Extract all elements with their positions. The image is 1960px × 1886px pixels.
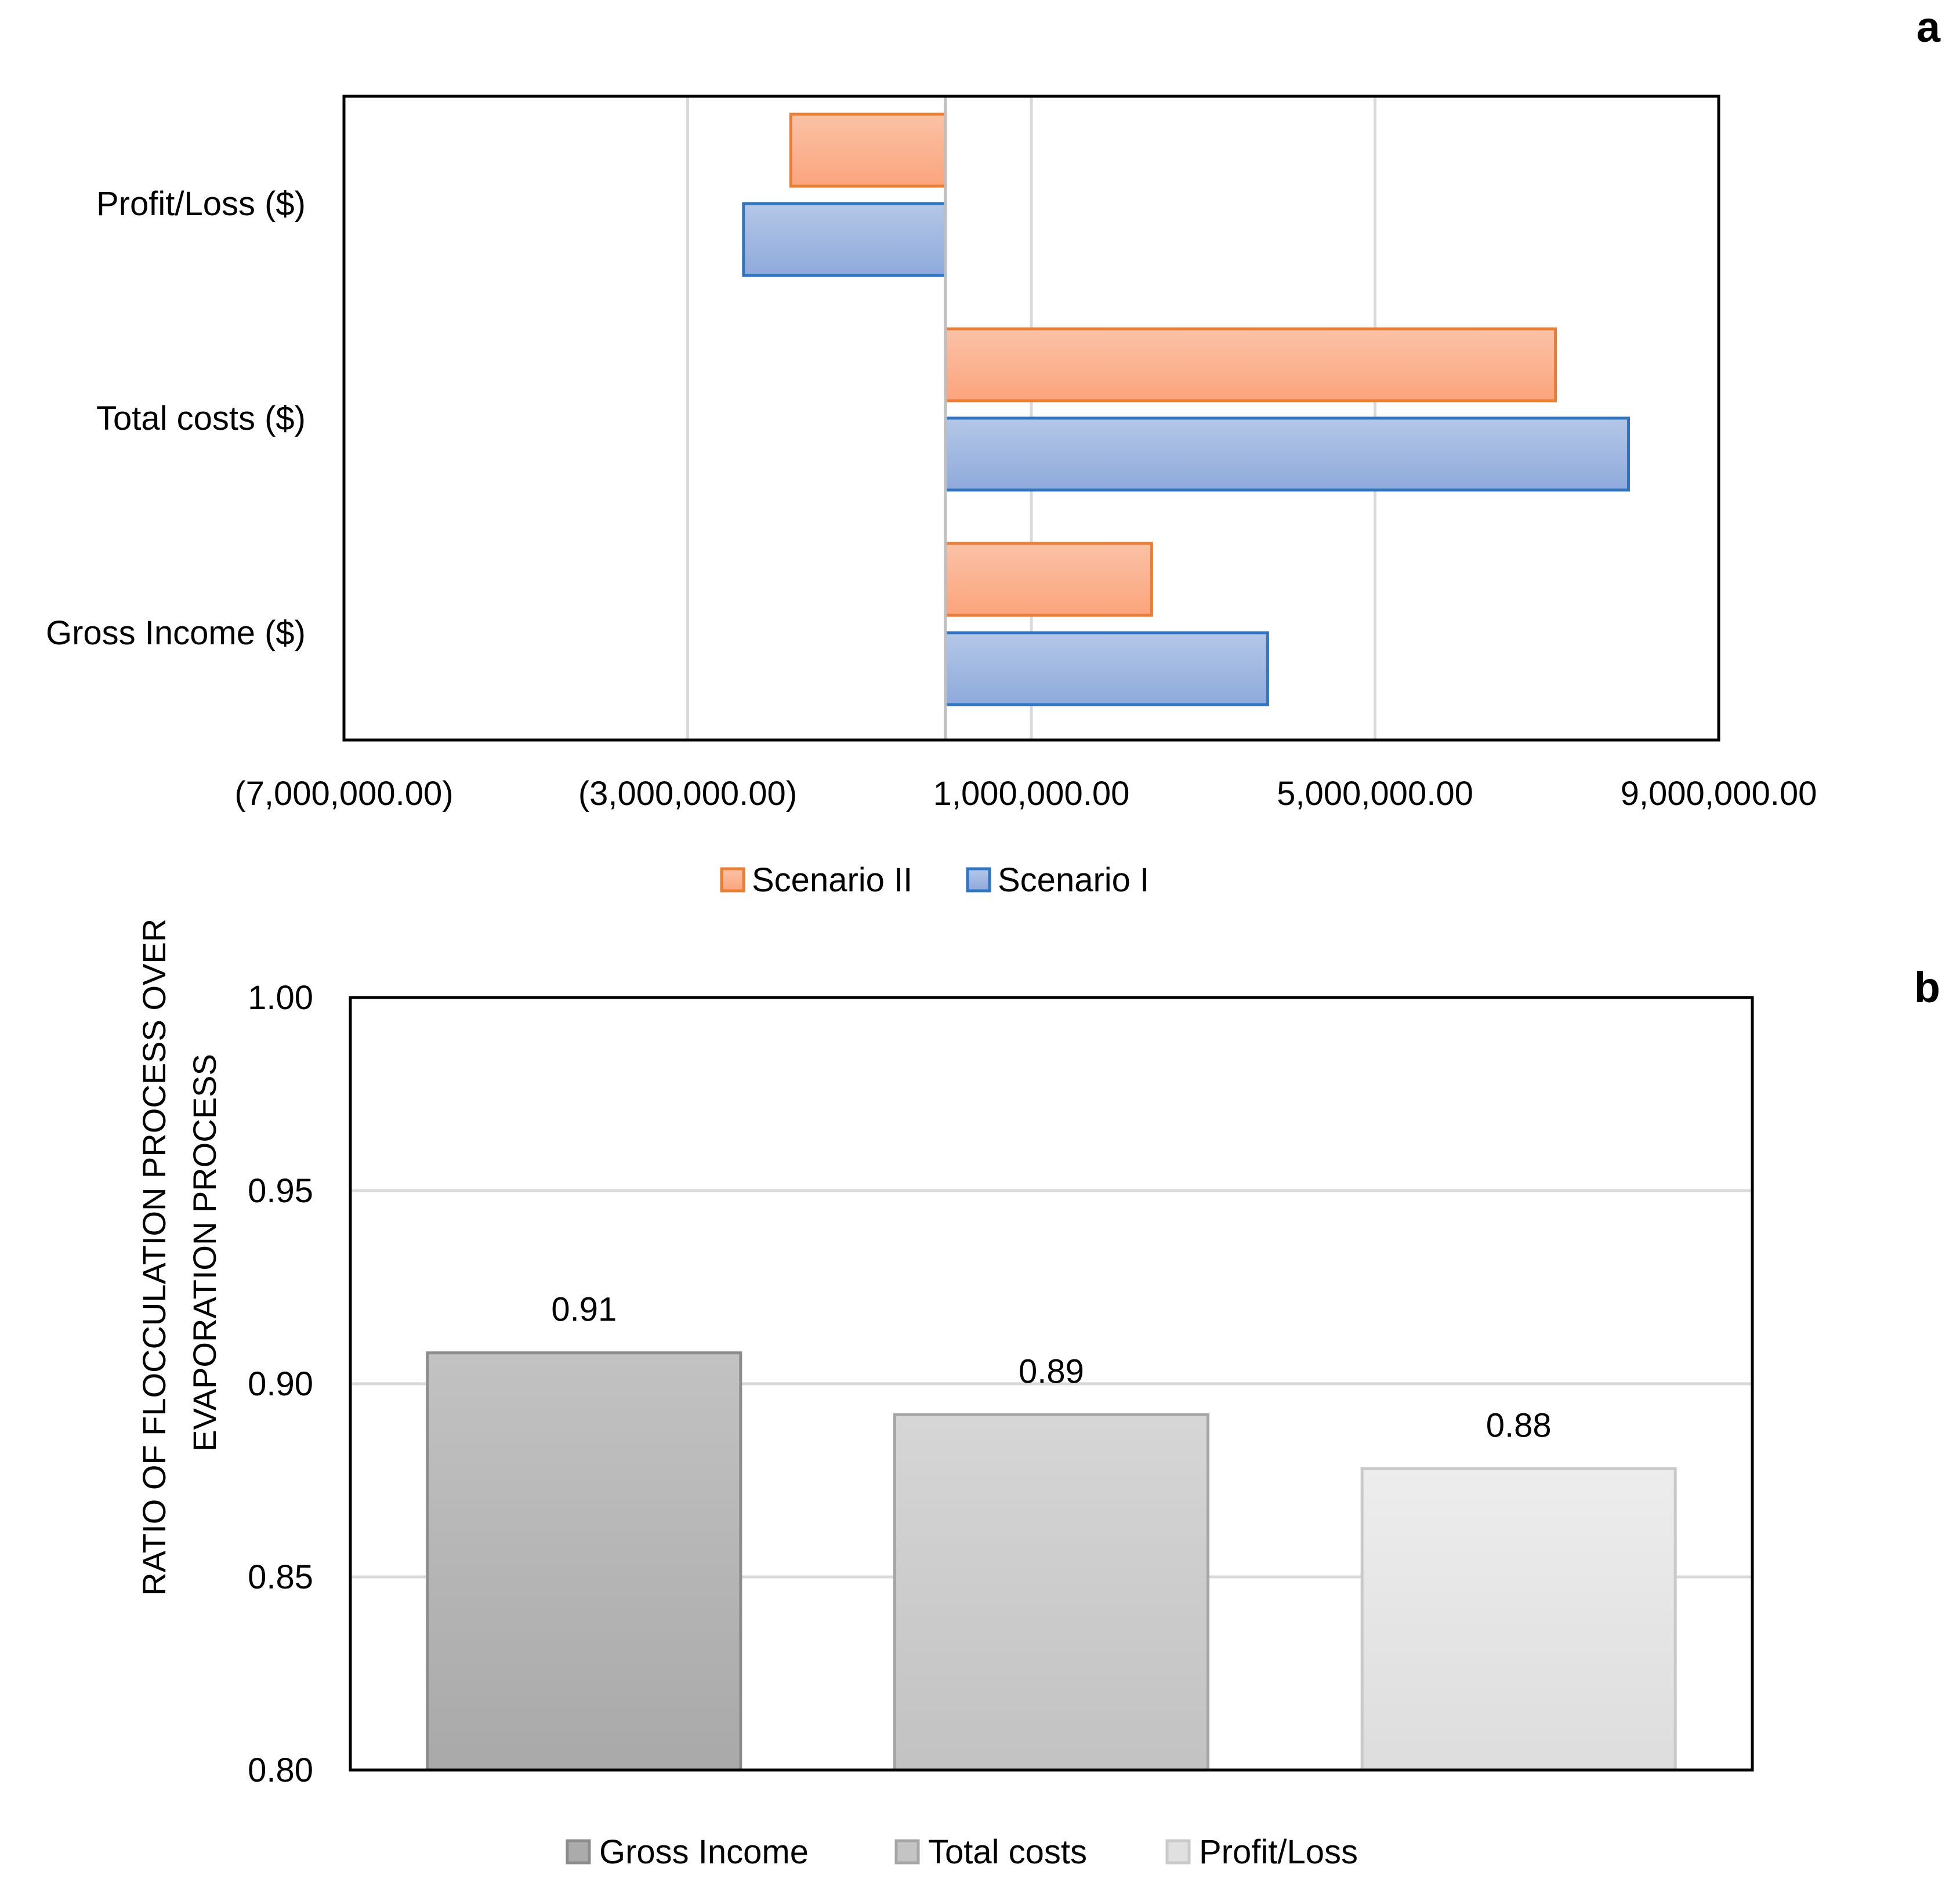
panel-a-legend: Scenario II Scenario I [720, 861, 1149, 899]
panel-a-bar-scenario-i-total-costs [944, 416, 1630, 492]
panel-b-legend-swatch-profit-loss [1165, 1839, 1191, 1865]
panel-b-y-axis-label-line-1: RATIO OF FLOCCULATION PROCESS OVER [136, 919, 172, 1596]
panel-a-label: a [1916, 3, 1941, 51]
panel-a-x-tick-label: 5,000,000.00 [1277, 775, 1473, 813]
panel-a-bar-scenario-i-gross-income [944, 631, 1269, 706]
panel-b-legend-label-profit-loss: Profit/Loss [1199, 1833, 1358, 1871]
panel-b-y-tick-label: 0.80 [248, 1751, 313, 1789]
panel-b-y-axis-label-line-2: EVAPORATION PROCESS [186, 1054, 223, 1452]
panel-a-legend-swatch-scenario-ii [720, 867, 745, 893]
panel-b-data-label-gross-income: 0.91 [551, 1291, 617, 1329]
panel-a-bars [742, 113, 1630, 706]
panel-b-y-tick-label: 0.85 [248, 1558, 313, 1596]
panel-b-y-tick-labels: 0.80 0.85 0.90 0.95 1.00 [248, 979, 313, 1789]
panel-a-bar-chart: a Profit/Loss ($) Total costs ($) Gross In… [46, 3, 1941, 899]
panel-b-y-tick-label: 0.95 [248, 1172, 313, 1210]
panel-b-plot-frame [349, 996, 1754, 1772]
panel-a-category-label-total-costs: Total costs ($) [96, 400, 306, 437]
panel-b-data-label-total-costs: 0.89 [1019, 1352, 1084, 1390]
panel-a-bar-scenario-ii-total-costs [944, 327, 1557, 402]
panel-a-legend-label-scenario-i: Scenario I [998, 861, 1149, 899]
panel-b-legend-swatch-total-costs [894, 1839, 920, 1865]
panel-b-legend-label-total-costs: Total costs [928, 1833, 1087, 1871]
panel-b-y-tick-label: 0.90 [248, 1365, 313, 1403]
panel-b-legend: Gross Income Total costs Profit/Loss [566, 1833, 1358, 1871]
panel-b-bar-chart: b 0.80 0.85 0.90 0.95 1.00 0.91 0.89 0.88 RATI… [136, 909, 1940, 1871]
panel-a-x-tick-labels: (7,000,000.00) (3,000,000.00) 1,000,000.00… [234, 775, 1817, 813]
panel-a-category-labels: Profit/Loss ($) Total costs ($) Gross Inco… [46, 185, 306, 652]
panel-a-x-tick-label: (7,000,000.00) [234, 775, 453, 813]
panel-a-category-label-gross-income: Gross Income ($) [46, 614, 306, 652]
panel-b-bar-total-costs [893, 1413, 1209, 1772]
panel-a-category-label-profit-loss: Profit/Loss ($) [96, 185, 306, 223]
panel-a-x-tick-label: (3,000,000.00) [578, 775, 797, 813]
panel-a-x-tick-label: 1,000,000.00 [933, 775, 1130, 813]
panel-a-bar-scenario-ii-gross-income [944, 542, 1153, 617]
panel-b-y-tick-label: 1.00 [248, 979, 313, 1017]
panel-b-data-label-profit-loss: 0.88 [1486, 1407, 1552, 1445]
panel-a-bar-scenario-ii-profit-loss [789, 113, 947, 188]
panel-b-legend-swatch-gross-income [566, 1839, 591, 1865]
panel-a-legend-swatch-scenario-i [966, 867, 991, 893]
panel-b-data-labels: 0.91 0.89 0.88 [551, 1291, 1551, 1445]
panel-a-plot-frame [342, 95, 1720, 742]
panel-b-y-axis-label: RATIO OF FLOCCULATION PROCESS OVER EVAPO… [136, 909, 223, 1595]
panel-b-legend-label-gross-income: Gross Income [599, 1833, 809, 1871]
panel-b-label: b [1914, 963, 1940, 1011]
panel-a-bar-scenario-i-profit-loss [742, 202, 947, 277]
panel-a-x-tick-label: 9,000,000.00 [1621, 775, 1817, 813]
panel-b-bar-gross-income [426, 1351, 742, 1772]
panel-a-legend-label-scenario-ii: Scenario II [752, 861, 912, 899]
panel-b-bar-profit-loss [1360, 1467, 1677, 1772]
